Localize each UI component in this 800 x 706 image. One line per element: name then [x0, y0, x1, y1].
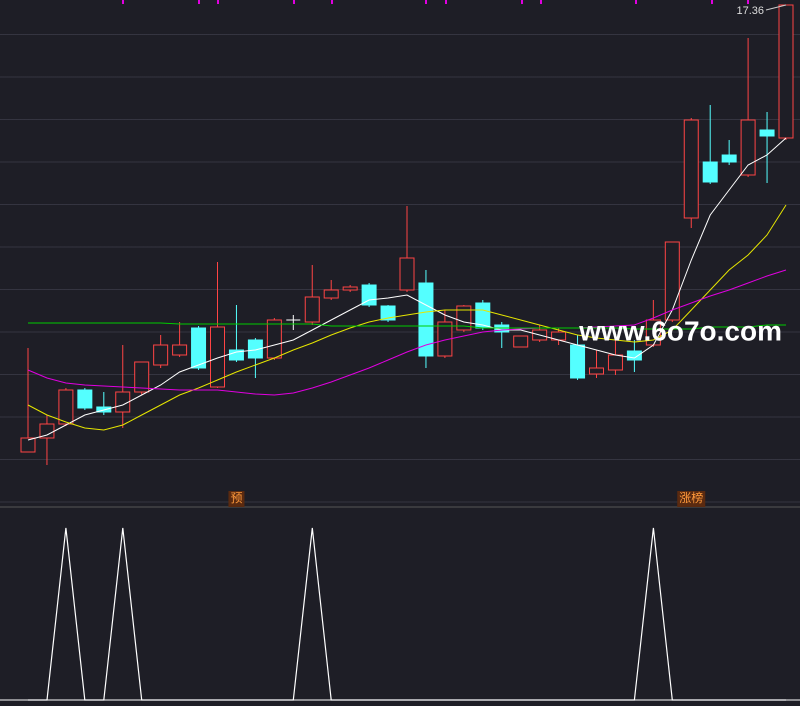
date-marks: [122, 0, 749, 4]
max-label: 17.36: [736, 5, 764, 17]
candle-body: [589, 367, 604, 375]
candle-body: [702, 161, 718, 183]
candle-body: [247, 339, 263, 359]
indicator-panel: [0, 508, 800, 706]
candle-body: [153, 344, 169, 366]
candle-body: [456, 305, 472, 331]
candle-body: [513, 335, 529, 348]
candle-body: [683, 119, 699, 219]
candle-body: [607, 354, 623, 371]
candle-body: [172, 344, 188, 356]
moving-average-line: [27, 269, 787, 396]
max-arrow: [765, 4, 787, 11]
candle-body: [210, 326, 225, 388]
moving-average-line: [27, 204, 787, 431]
signal-box: [677, 491, 706, 507]
candle-body: [77, 389, 93, 409]
signal-box: [228, 491, 245, 507]
candle-body: [342, 286, 358, 291]
candle-body: [323, 289, 339, 299]
watermark: www.6o7o.com: [578, 315, 782, 346]
moving-average-line: [28, 322, 786, 330]
candle-body: [134, 361, 150, 393]
candle-body: [399, 257, 415, 291]
candle-body: [304, 296, 320, 323]
indicator-line: [28, 527, 786, 701]
candle-body: [721, 154, 737, 163]
candle-body: [740, 119, 756, 176]
candle-body: [778, 4, 794, 139]
candle-body: [570, 344, 586, 379]
signal-label: 涨榜: [679, 490, 703, 505]
candle-body: [191, 327, 207, 369]
candle-body: [228, 349, 244, 361]
candle-body: [115, 391, 131, 413]
candle-body: [20, 437, 36, 453]
candle-body: [418, 282, 434, 357]
signal-label: 预: [230, 491, 242, 505]
candle-body: [266, 319, 282, 359]
candle-body: [380, 305, 396, 321]
candle-body: [361, 284, 377, 306]
candle-body: [58, 389, 74, 425]
candle-body: [626, 350, 642, 361]
candle-body: [759, 129, 775, 137]
